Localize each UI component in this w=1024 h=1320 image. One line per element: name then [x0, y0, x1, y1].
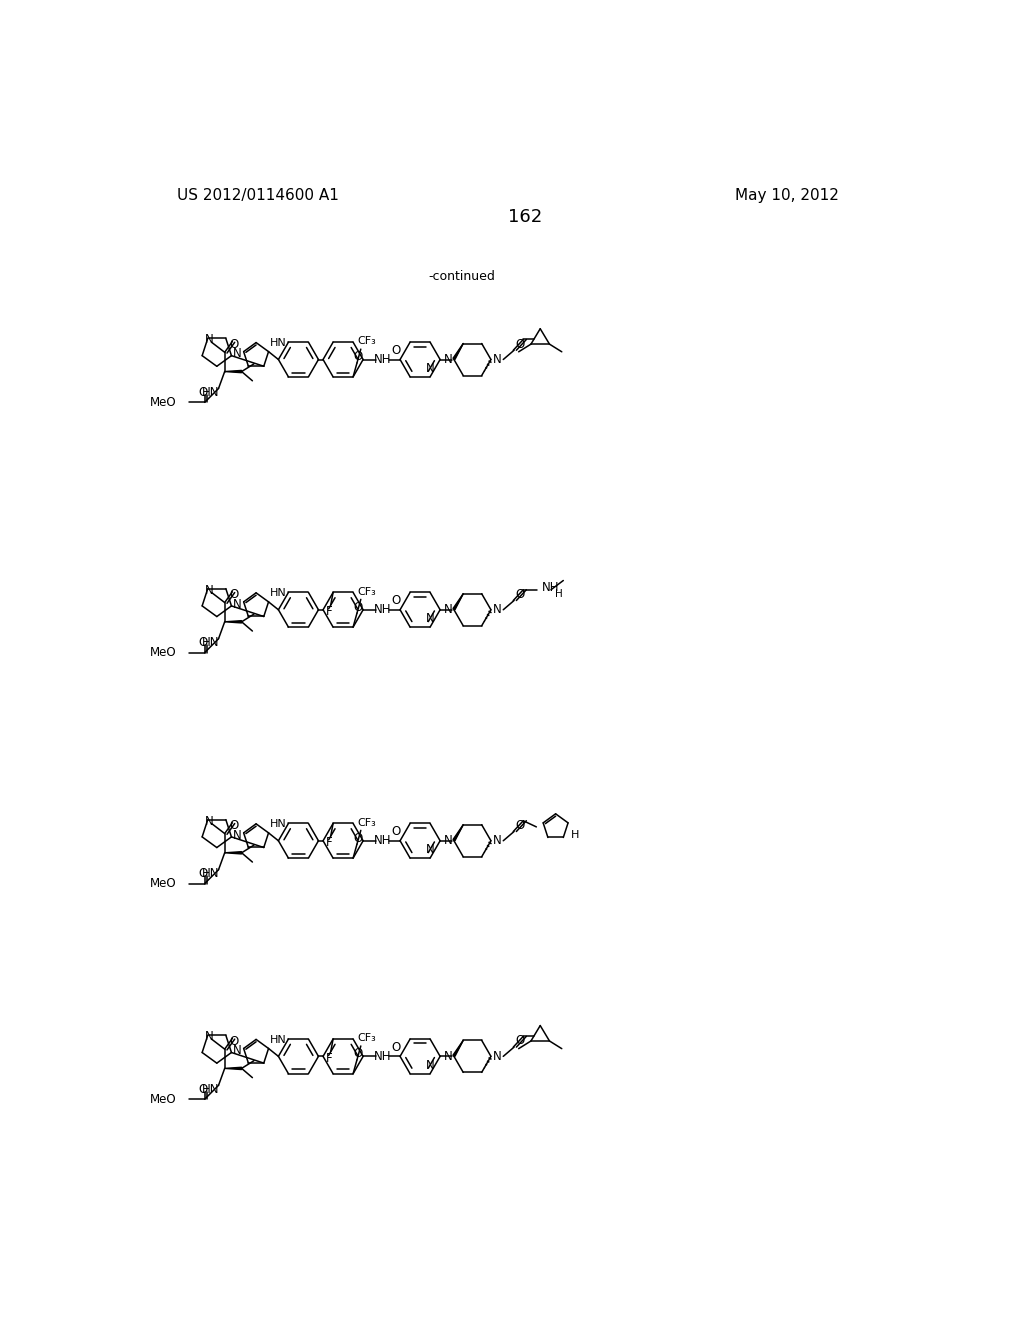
Text: CF₃: CF₃: [357, 817, 377, 828]
Text: N: N: [205, 814, 214, 828]
Polygon shape: [224, 620, 242, 623]
Text: CF₃: CF₃: [357, 1034, 377, 1043]
Text: O: O: [515, 1035, 525, 1048]
Text: N: N: [233, 829, 242, 842]
Text: O: O: [229, 1035, 239, 1048]
Text: O: O: [199, 636, 208, 649]
Text: N: N: [443, 603, 453, 616]
Text: O: O: [391, 343, 400, 356]
Text: N: N: [205, 583, 214, 597]
Text: HN: HN: [270, 589, 287, 598]
Text: 162: 162: [508, 209, 542, 227]
Text: O: O: [391, 594, 400, 607]
Text: F: F: [326, 605, 333, 618]
Text: NH: NH: [374, 834, 391, 847]
Text: N: N: [493, 1049, 502, 1063]
Polygon shape: [453, 1040, 463, 1056]
Polygon shape: [453, 343, 463, 359]
Text: O: O: [391, 1040, 400, 1053]
Text: O: O: [229, 820, 239, 833]
Text: NH: NH: [542, 581, 559, 594]
Text: N: N: [426, 362, 434, 375]
Text: N: N: [205, 1031, 214, 1043]
Text: HN: HN: [270, 820, 287, 829]
Text: N: N: [233, 1044, 242, 1057]
Text: O: O: [354, 832, 364, 845]
Text: MeO: MeO: [151, 645, 177, 659]
Polygon shape: [224, 851, 242, 854]
Text: O: O: [199, 385, 208, 399]
Text: O: O: [199, 1082, 208, 1096]
Text: HN: HN: [270, 338, 287, 348]
Text: N: N: [426, 1059, 434, 1072]
Text: O: O: [515, 587, 525, 601]
Text: N: N: [443, 834, 453, 847]
Text: O: O: [515, 818, 525, 832]
Polygon shape: [453, 825, 463, 841]
Polygon shape: [453, 594, 463, 610]
Text: HN: HN: [202, 636, 219, 649]
Text: N: N: [443, 352, 453, 366]
Text: F: F: [326, 1052, 333, 1065]
Text: O: O: [391, 825, 400, 838]
Text: N: N: [493, 603, 502, 616]
Text: MeO: MeO: [151, 1093, 177, 1106]
Text: H: H: [555, 589, 562, 598]
Text: O: O: [354, 350, 364, 363]
Text: MeO: MeO: [151, 396, 177, 409]
Text: N: N: [426, 843, 434, 857]
Text: CF₃: CF₃: [357, 586, 377, 597]
Text: -continued: -continued: [428, 271, 495, 282]
Text: HN: HN: [202, 867, 219, 880]
Text: CF₃: CF₃: [357, 337, 377, 346]
Text: US 2012/0114600 A1: US 2012/0114600 A1: [177, 187, 339, 203]
Text: N: N: [233, 347, 242, 360]
Text: H: H: [570, 829, 579, 840]
Text: N: N: [443, 1049, 453, 1063]
Text: O: O: [229, 589, 239, 602]
Text: NH: NH: [374, 352, 391, 366]
Text: N: N: [493, 834, 502, 847]
Text: N: N: [426, 612, 434, 626]
Text: NH: NH: [374, 1049, 391, 1063]
Text: NH: NH: [374, 603, 391, 616]
Text: MeO: MeO: [151, 876, 177, 890]
Text: O: O: [515, 338, 525, 351]
Text: N: N: [493, 352, 502, 366]
Polygon shape: [224, 1068, 242, 1069]
Text: O: O: [199, 867, 208, 880]
Polygon shape: [224, 371, 242, 372]
Text: HN: HN: [202, 1082, 219, 1096]
Text: O: O: [354, 1047, 364, 1060]
Text: N: N: [205, 334, 214, 346]
Text: HN: HN: [270, 1035, 287, 1045]
Text: O: O: [354, 601, 364, 614]
Text: May 10, 2012: May 10, 2012: [735, 187, 839, 203]
Text: F: F: [326, 836, 333, 849]
Text: N: N: [233, 598, 242, 611]
Text: O: O: [229, 338, 239, 351]
Text: HN: HN: [202, 385, 219, 399]
